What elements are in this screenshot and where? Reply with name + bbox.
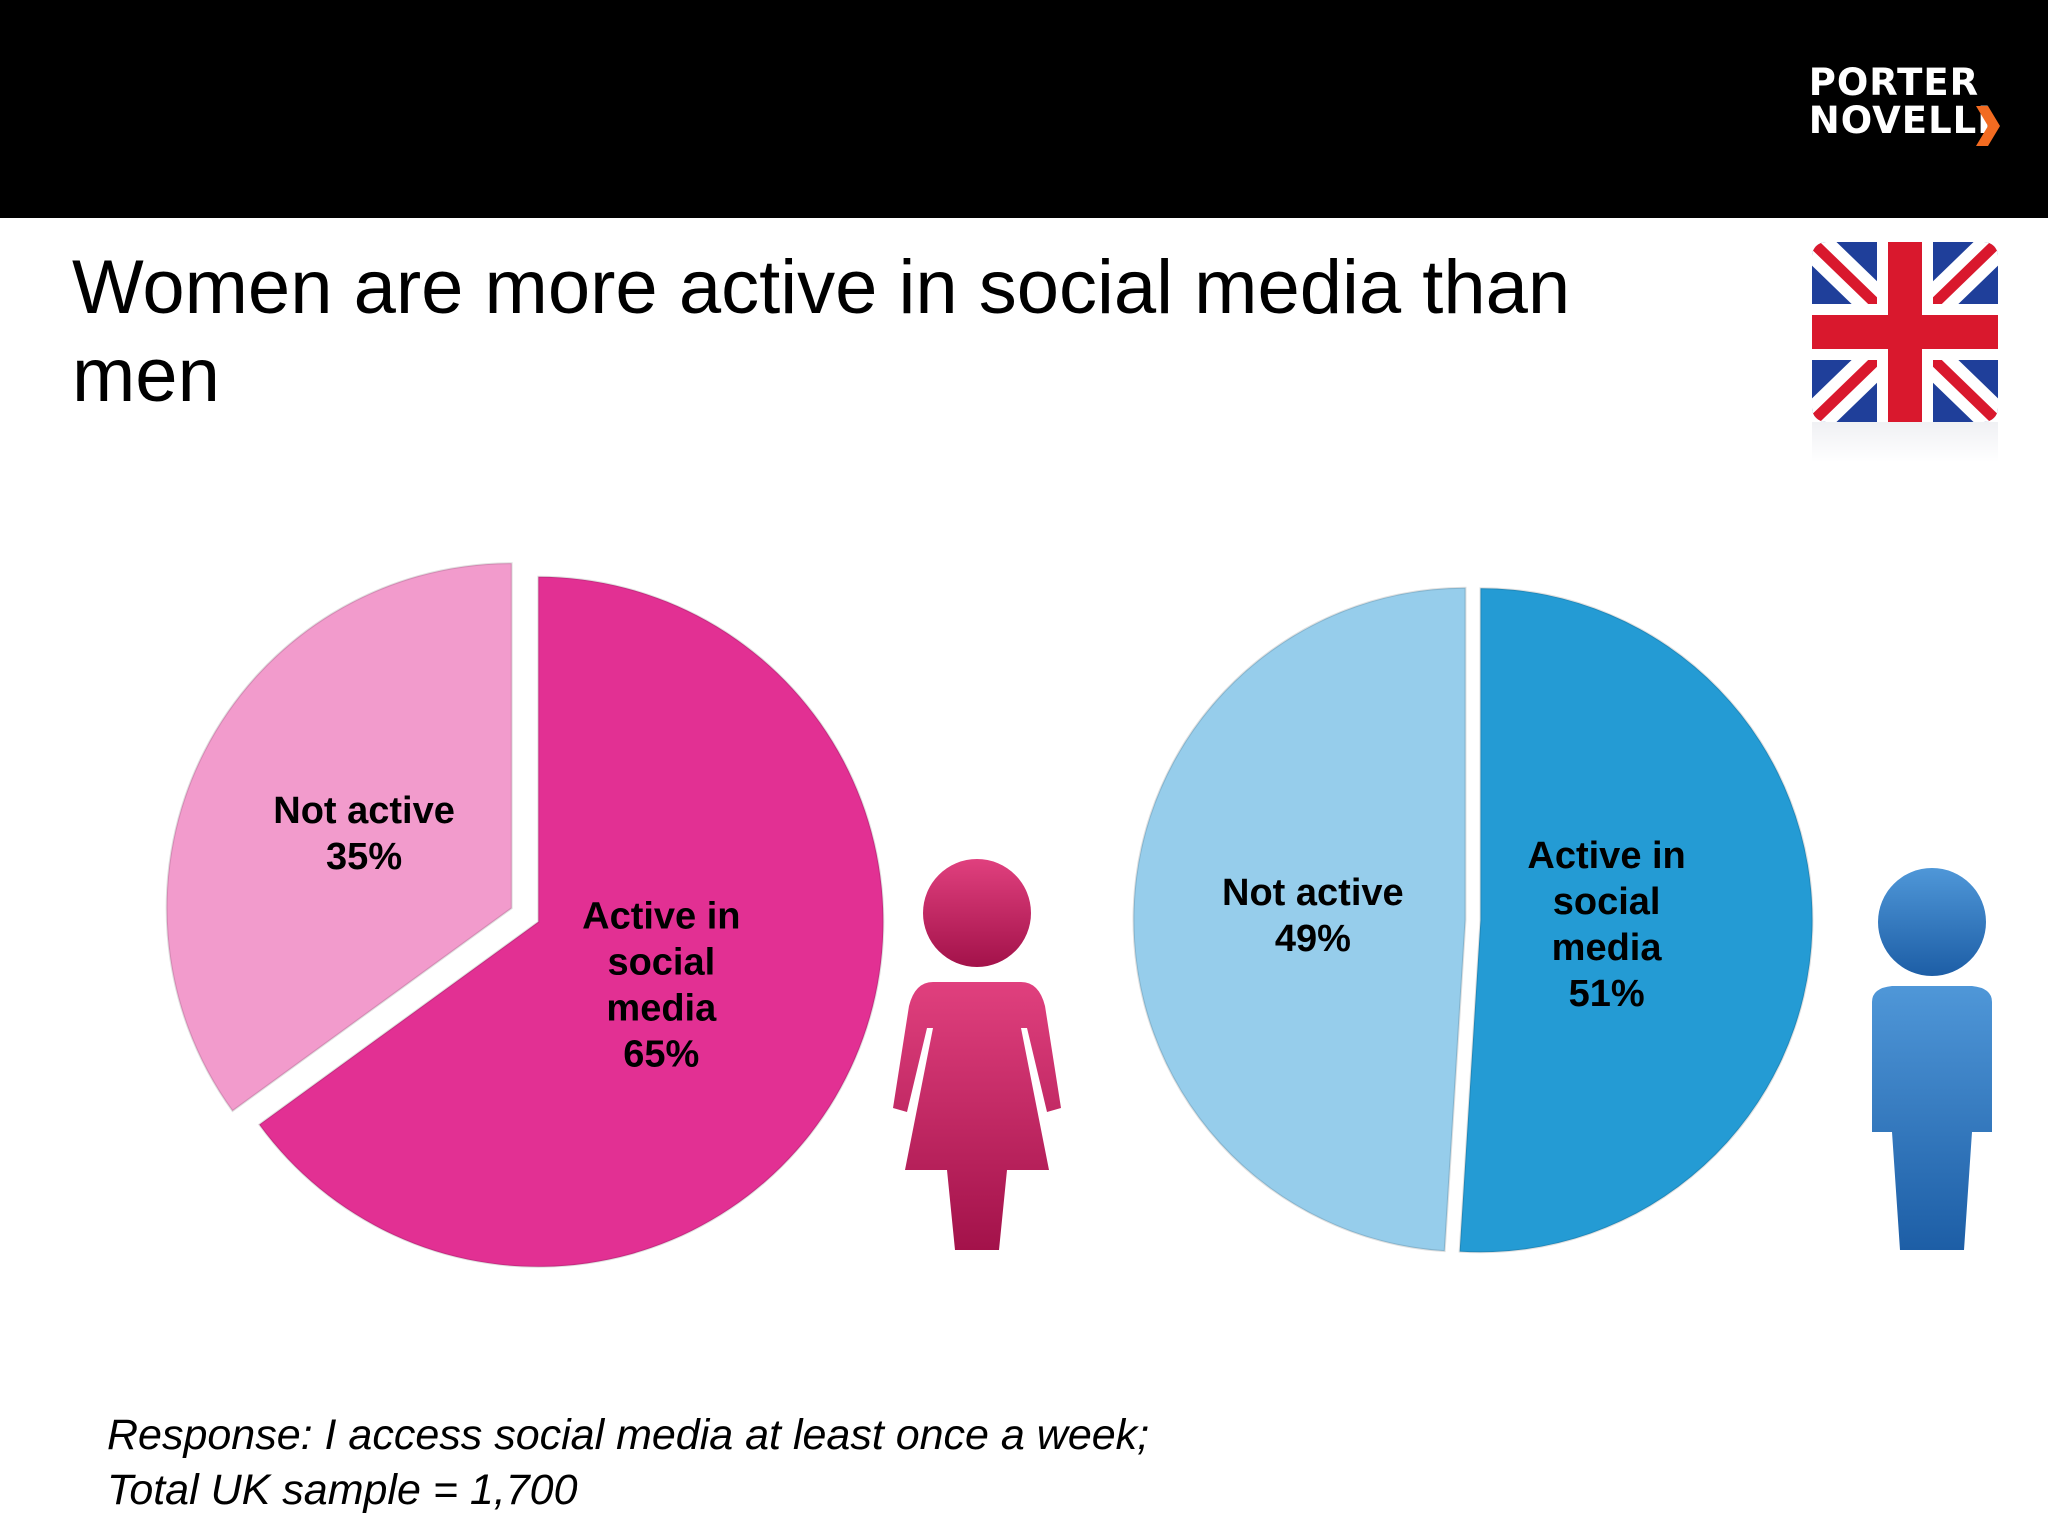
man-icon bbox=[1872, 868, 1992, 1250]
footnote-line-1: Response: I access social media at least… bbox=[107, 1411, 1150, 1459]
page-title: Women are more active in social media th… bbox=[72, 245, 1571, 418]
pie-1-slice-0-label: Active in social media 51% bbox=[1527, 835, 1685, 1015]
pie-0-slice-0-label-line: 65% bbox=[623, 1033, 699, 1075]
chevron-right-icon bbox=[1976, 106, 2000, 146]
pie-1-slice-1-label-line: Not active bbox=[1222, 872, 1404, 914]
union-jack-flag-icon bbox=[1812, 242, 1998, 462]
pie-0-slice-1-label-line: 35% bbox=[326, 836, 402, 878]
pie-1-slice-0-label-line: social bbox=[1553, 881, 1661, 923]
pie-1-slice-0-label-line: media bbox=[1552, 927, 1663, 969]
pie-0-slice-0-label-line: social bbox=[607, 941, 715, 983]
pie-0-slice-1-label-line: Not active bbox=[273, 790, 455, 832]
logo-line-1: PORTER bbox=[1808, 61, 1980, 104]
pie-0-slice-0 bbox=[257, 575, 885, 1268]
pie-1-slice-0-label-line: Active in bbox=[1527, 835, 1685, 877]
pie-1-slice-0-label-line: 51% bbox=[1569, 973, 1645, 1015]
pie-0-slice-1 bbox=[165, 562, 513, 1113]
porter-novelli-logo: PORTER NOVELLI bbox=[1808, 61, 2000, 146]
pie-1-slice-1-label: Not active 49% bbox=[1222, 872, 1404, 960]
pie-layer: Active in social media 65%Not active 35% Acti… bbox=[165, 562, 1814, 1268]
pie-1-slice-0 bbox=[1458, 587, 1814, 1254]
footnote: Response: I access social media at least… bbox=[107, 1408, 1149, 1518]
pie-1-slice-1-label-line: 49% bbox=[1275, 918, 1351, 960]
pie-0-slice-0-label-line: Active in bbox=[582, 895, 740, 937]
woman-icon bbox=[893, 859, 1061, 1250]
footnote-line-2: Total UK sample = 1,700 bbox=[107, 1466, 578, 1514]
header-bar: PORTER NOVELLI bbox=[0, 0, 2048, 218]
pie-charts: Active in social media 65%Not active 35% Acti… bbox=[165, 562, 1992, 1268]
logo-line-2: NOVELLI bbox=[1808, 99, 1992, 142]
pie-0-slice-1-label: Not active 35% bbox=[273, 790, 455, 878]
pie-0-slice-0-label: Active in social media 65% bbox=[582, 895, 740, 1075]
pie-1-slice-1 bbox=[1132, 586, 1467, 1253]
pie-0-slice-0-label-line: media bbox=[606, 987, 717, 1029]
